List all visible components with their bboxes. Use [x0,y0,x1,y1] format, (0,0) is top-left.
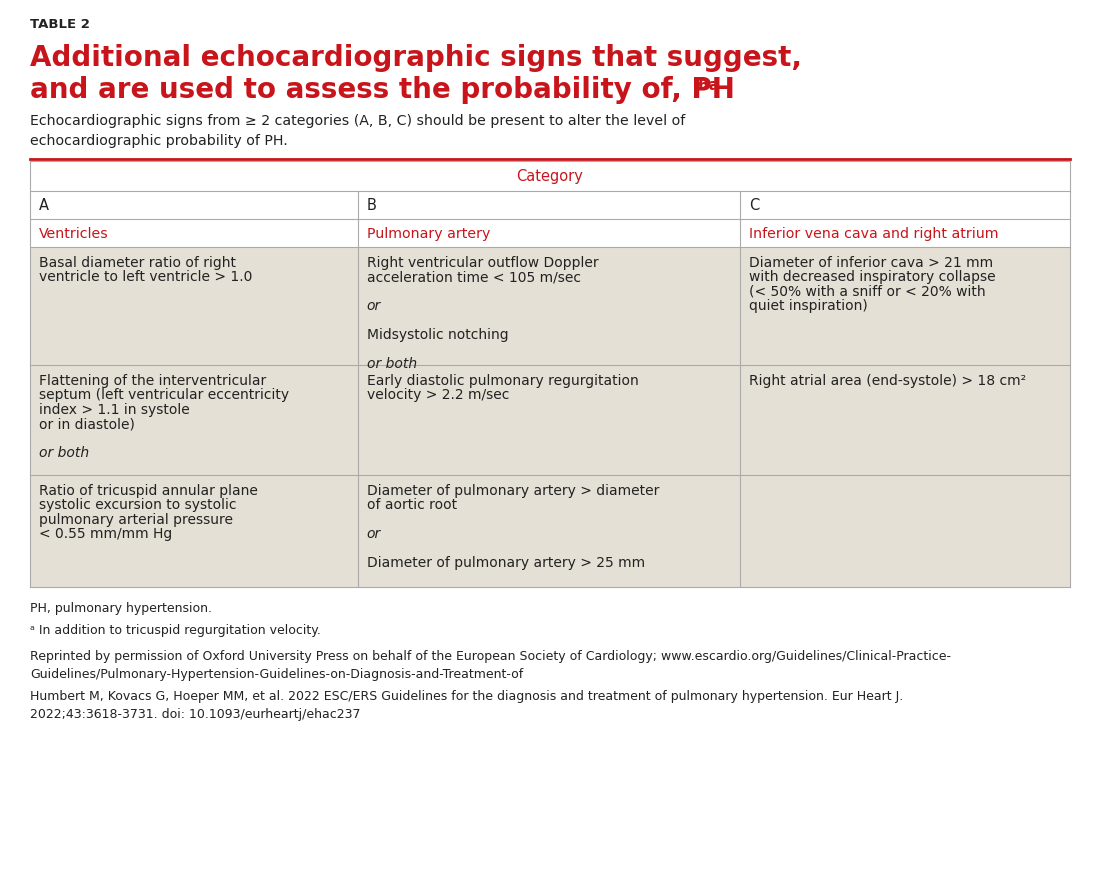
Text: Inferior vena cava and right atrium: Inferior vena cava and right atrium [749,227,999,240]
Text: Ventricles: Ventricles [39,227,109,240]
Text: or both: or both [366,357,417,371]
Text: systolic excursion to systolic: systolic excursion to systolic [39,498,236,512]
Text: Diameter of pulmonary artery > diameter: Diameter of pulmonary artery > diameter [366,483,659,497]
Bar [30,366,1070,475]
Text: Basal diameter ratio of right: Basal diameter ratio of right [39,256,236,270]
Text: Early diastolic pulmonary regurgitation: Early diastolic pulmonary regurgitation [366,374,638,388]
Text: or: or [366,299,381,313]
Text: or in diastole): or in diastole) [39,417,135,431]
Text: with decreased inspiratory collapse: with decreased inspiratory collapse [749,270,996,284]
Text: 6a: 6a [698,78,719,93]
Text: < 0.55 mm/mm Hg: < 0.55 mm/mm Hg [39,527,173,541]
Text: or: or [366,527,381,541]
Text: quiet inspiration): quiet inspiration) [749,299,868,313]
Text: B: B [366,198,376,213]
Text: velocity > 2.2 m/sec: velocity > 2.2 m/sec [366,388,509,402]
Text: Category: Category [517,169,583,184]
Bar [30,475,1070,588]
Text: A: A [39,198,50,213]
Text: Humbert M, Kovacs G, Hoeper MM, et al. 2022 ESC/ERS Guidelines for the diagnosis: Humbert M, Kovacs G, Hoeper MM, et al. 2… [30,689,903,720]
Bar [30,162,1070,192]
Text: Right atrial area (end-systole) > 18 cm²: Right atrial area (end-systole) > 18 cm² [749,374,1026,388]
Text: ᵃ In addition to tricuspid regurgitation velocity.: ᵃ In addition to tricuspid regurgitation… [30,624,321,637]
Text: septum (left ventricular eccentricity: septum (left ventricular eccentricity [39,388,289,402]
Text: Additional echocardiographic signs that suggest,: Additional echocardiographic signs that … [30,44,802,72]
Bar [30,247,1070,366]
Text: C: C [749,198,760,213]
Text: TABLE 2: TABLE 2 [30,18,90,31]
Text: or both: or both [39,446,89,460]
Text: Diameter of pulmonary artery > 25 mm: Diameter of pulmonary artery > 25 mm [366,556,645,570]
Text: Right ventricular outflow Doppler: Right ventricular outflow Doppler [366,256,598,270]
Text: Midsystolic notching: Midsystolic notching [366,328,508,342]
Text: PH, pulmonary hypertension.: PH, pulmonary hypertension. [30,602,212,614]
Text: ventricle to left ventricle > 1.0: ventricle to left ventricle > 1.0 [39,270,252,284]
Text: acceleration time < 105 m/sec: acceleration time < 105 m/sec [366,270,581,284]
Text: index > 1.1 in systole: index > 1.1 in systole [39,403,189,417]
Text: and are used to assess the probability of, PH: and are used to assess the probability o… [30,76,735,103]
Bar [30,192,1070,220]
Text: Pulmonary artery: Pulmonary artery [366,227,490,240]
Text: (< 50% with a sniff or < 20% with: (< 50% with a sniff or < 20% with [749,285,986,299]
Text: pulmonary arterial pressure: pulmonary arterial pressure [39,512,233,526]
Text: Flattening of the interventricular: Flattening of the interventricular [39,374,266,388]
Text: Ratio of tricuspid annular plane: Ratio of tricuspid annular plane [39,483,257,497]
Text: Echocardiographic signs from ≥ 2 categories (A, B, C) should be present to alter: Echocardiographic signs from ≥ 2 categor… [30,114,685,147]
Text: Reprinted by permission of Oxford University Press on behalf of the European Soc: Reprinted by permission of Oxford Univer… [30,649,952,681]
Bar [30,220,1070,247]
Text: Diameter of inferior cava > 21 mm: Diameter of inferior cava > 21 mm [749,256,993,270]
Text: of aortic root: of aortic root [366,498,456,512]
